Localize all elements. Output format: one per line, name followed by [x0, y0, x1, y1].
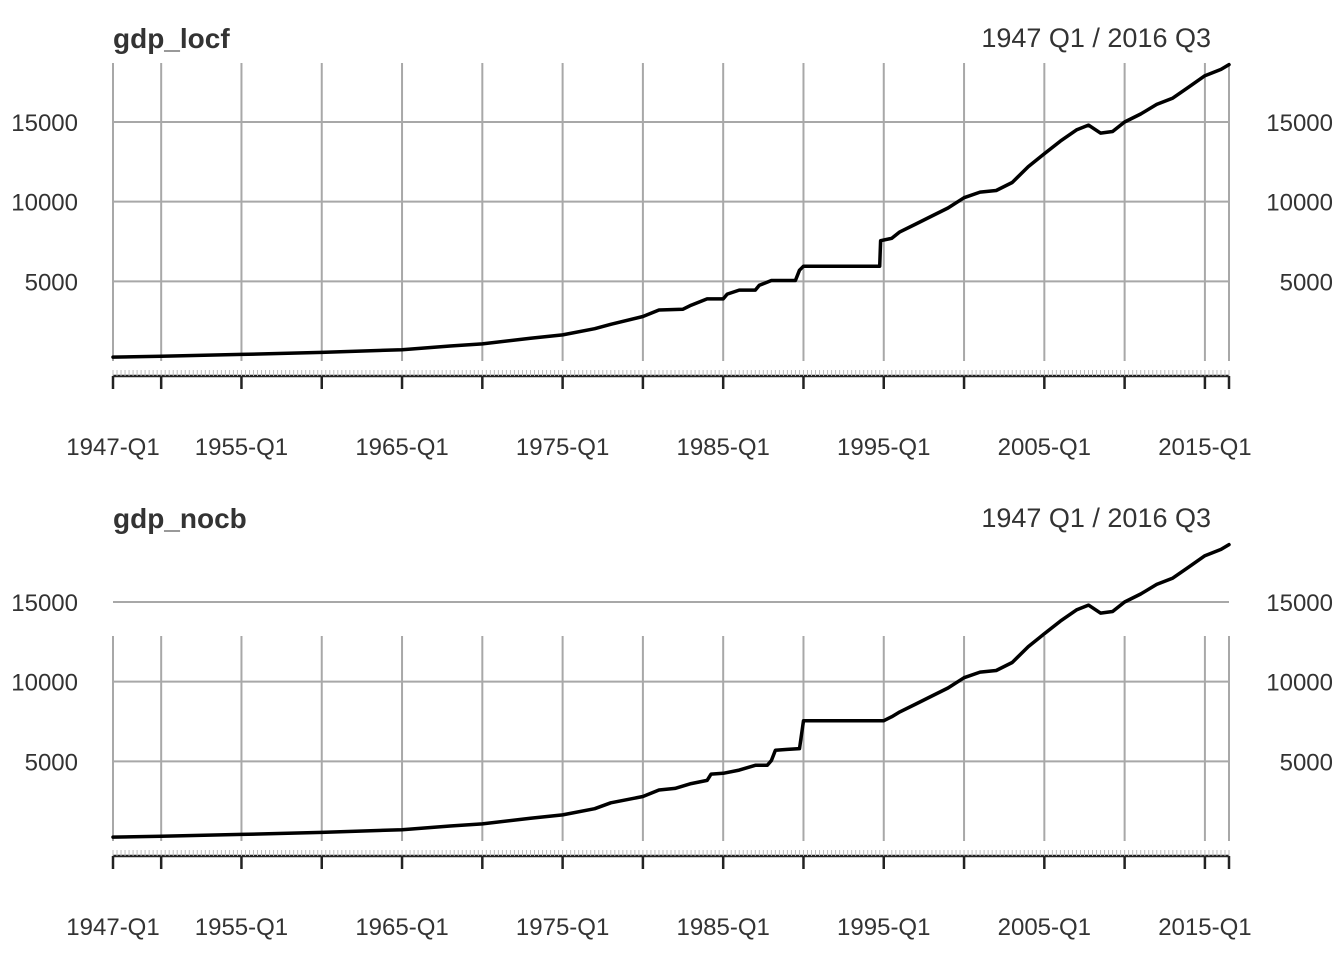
x-tick-label: 2015-Q1 — [1158, 914, 1251, 941]
chart-title: gdp_nocb — [113, 503, 247, 534]
series-line — [111, 62, 1231, 359]
y-tick-label-right: 5000 — [1280, 269, 1333, 296]
date-range-label: 1947 Q1 / 2016 Q3 — [981, 503, 1211, 533]
y-tick-label-right: 15000 — [1266, 590, 1333, 617]
y-tick-label-left: 10000 — [11, 670, 78, 697]
x-tick-label: 1955-Q1 — [195, 434, 288, 461]
y-tick-label-right: 10000 — [1266, 670, 1333, 697]
y-tick-label-right: 10000 — [1266, 190, 1333, 217]
panel-gdp-locf: 5000 5000 10000 10000 15000 15000 1947-Q1 1955-… — [11, 23, 1333, 461]
x-tick-label: 2005-Q1 — [998, 914, 1091, 941]
y-tick-label-left: 10000 — [11, 190, 78, 217]
x-tick-label: 1995-Q1 — [837, 434, 930, 461]
x-tick-label: 1985-Q1 — [676, 914, 769, 941]
x-tick-label: 1965-Q1 — [355, 434, 448, 461]
x-tick-label: 1995-Q1 — [837, 914, 930, 941]
y-tick-label-left: 5000 — [25, 269, 78, 296]
x-tick-label: 2005-Q1 — [998, 434, 1091, 461]
y-tick-label-left: 15000 — [11, 110, 78, 137]
x-tick-label: 1965-Q1 — [355, 914, 448, 941]
panel-gdp-nocb: 5000 5000 10000 10000 15000 15000 1947-Q1 1955-… — [11, 503, 1333, 941]
x-tick-label: 1947-Q1 — [66, 914, 159, 941]
y-tick-label-right: 5000 — [1280, 749, 1333, 776]
x-tick-label: 1955-Q1 — [195, 914, 288, 941]
y-tick-label-left: 5000 — [25, 749, 78, 776]
series-line — [111, 542, 1231, 839]
y-tick-label-left: 15000 — [11, 590, 78, 617]
x-tick-label: 2015-Q1 — [1158, 434, 1251, 461]
y-tick-label-right: 15000 — [1266, 110, 1333, 137]
chart-title: gdp_locf — [113, 23, 230, 54]
x-tick-label: 1975-Q1 — [516, 914, 609, 941]
date-range-label: 1947 Q1 / 2016 Q3 — [981, 23, 1211, 53]
x-tick-label: 1947-Q1 — [66, 434, 159, 461]
x-tick-label: 1975-Q1 — [516, 434, 609, 461]
x-tick-label: 1985-Q1 — [676, 434, 769, 461]
